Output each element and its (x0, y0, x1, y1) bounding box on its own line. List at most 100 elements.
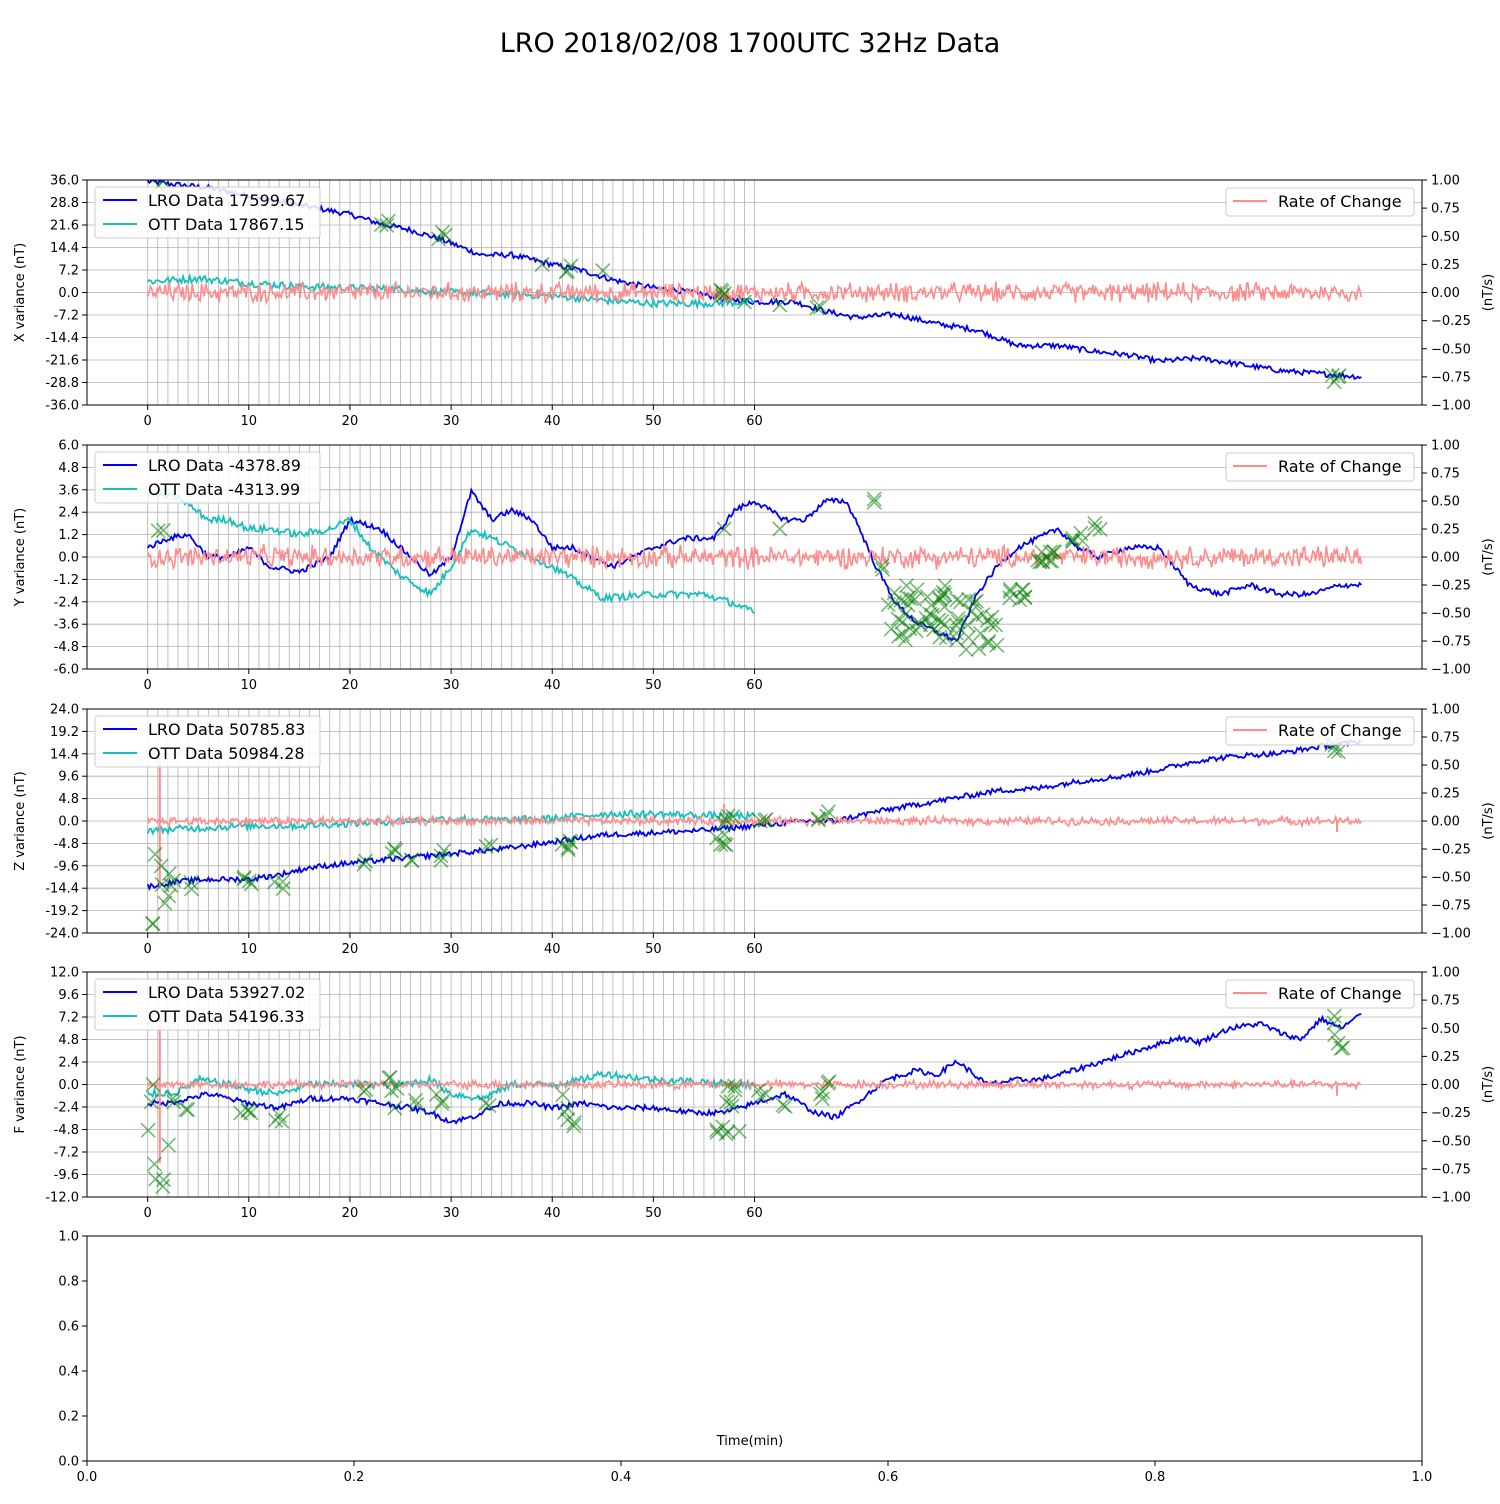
x-tick-label: 50 (645, 942, 662, 957)
anomaly-marker (727, 1078, 743, 1094)
y-tick-label: -14.4 (45, 331, 79, 346)
y-tick-label: 7.2 (58, 264, 79, 279)
anomaly-marker (1064, 532, 1080, 549)
ott-data-line (147, 272, 755, 311)
legend-box (94, 451, 321, 504)
anomaly-marker (409, 1097, 425, 1113)
anomaly-marker (814, 1091, 830, 1107)
x-tick-label: 1.0 (1412, 1470, 1433, 1485)
y-tick-label: 0.0 (58, 551, 79, 566)
y-tick-label: 14.4 (50, 747, 79, 762)
plot-area (146, 487, 1363, 658)
y2-tick-label: 0.50 (1431, 1022, 1460, 1037)
x-tick-label: 40 (544, 414, 561, 429)
anomaly-marker (772, 521, 788, 537)
anomaly-marker (875, 561, 891, 577)
anomaly-marker (407, 1092, 424, 1109)
anomaly-marker (178, 1101, 194, 1117)
anomaly-marker (894, 614, 910, 630)
anomaly-marker (1087, 520, 1103, 536)
anomaly-marker (809, 300, 825, 316)
x-tick-label: 40 (544, 942, 561, 957)
y-axis-label: Y variance (nT) (13, 508, 28, 608)
y-tick-label: -19.2 (45, 904, 79, 919)
anomaly-marker (775, 1097, 791, 1113)
x-tick-label: 60 (746, 1206, 763, 1221)
anomaly-marker (890, 611, 906, 627)
anomaly-marker (975, 606, 991, 623)
anomaly-marker (236, 869, 252, 885)
axes-frame (86, 1235, 1423, 1462)
anomaly-marker (437, 227, 453, 243)
anomaly-marker (1333, 1040, 1349, 1056)
anomaly-marker (1326, 374, 1342, 390)
anomaly-marker (950, 610, 966, 627)
anomaly-marker (932, 629, 948, 645)
x-tick-label: 10 (241, 678, 258, 693)
y2-tick-label: 0.00 (1431, 551, 1460, 566)
y-tick-label: 0.0 (58, 286, 79, 301)
legend-box (94, 186, 321, 239)
x-tick-label: 0 (144, 414, 152, 429)
anomaly-marker (478, 1095, 494, 1111)
legend-label: OTT Data 17867.15 (148, 215, 305, 234)
y-tick-label: -24.0 (45, 927, 79, 942)
y2-tick-label: 0.75 (1431, 994, 1460, 1009)
anomaly-marker (147, 846, 163, 862)
x-tick-label: 0.8 (1145, 1470, 1166, 1485)
anomaly-marker (936, 617, 952, 633)
y2-axis-label: (nT/s) (1481, 802, 1496, 839)
x-tick-label: 20 (342, 414, 359, 429)
anomaly-marker (379, 217, 395, 234)
y-tick-label: -2.4 (54, 595, 79, 610)
anomaly-marker (555, 1087, 571, 1103)
x-tick-label: 10 (241, 414, 258, 429)
anomaly-marker (145, 1077, 161, 1093)
figure-title: LRO 2018/02/08 1700UTC 32Hz Data (500, 28, 1001, 59)
anomaly-marker (1326, 1015, 1342, 1031)
y-axis-label: F variance (nT) (13, 1035, 28, 1133)
anomaly-marker (980, 635, 996, 651)
anomaly-marker (989, 637, 1005, 653)
y-tick-label: -3.6 (54, 618, 79, 633)
anomaly-marker (709, 1122, 725, 1138)
anomaly-marker (820, 804, 836, 820)
y2-tick-label: 0.25 (1431, 1050, 1460, 1065)
anomaly-marker (382, 1069, 398, 1085)
legend-left: LRO Data -4378.89 OTT Data -4313.99 (94, 451, 321, 504)
ott-data-line (146, 489, 755, 614)
anomaly-marker (165, 1090, 181, 1106)
rate-of-change-line (146, 813, 1362, 829)
rate-of-change-line (146, 279, 1363, 306)
y-tick-label: 28.8 (50, 196, 79, 211)
y-tick-label: 0.4 (58, 1365, 79, 1380)
x-tick-label: 50 (645, 1206, 662, 1221)
anomaly-marker (1002, 590, 1018, 606)
anomaly-marker (358, 1082, 374, 1098)
legend-box (1225, 187, 1415, 217)
y2-tick-label: −0.50 (1431, 342, 1471, 357)
y2-tick-label: −0.25 (1431, 579, 1471, 594)
anomaly-marker (434, 1096, 450, 1112)
anomaly-marker (1087, 515, 1103, 531)
anomaly-marker (812, 1086, 828, 1102)
anomaly-marker (560, 842, 576, 858)
anomaly-marker (274, 1113, 290, 1129)
x-tick-label: 20 (342, 1206, 359, 1221)
legend-right: Rate of Change (1225, 187, 1415, 217)
legend-label: LRO Data 50785.83 (148, 720, 305, 739)
anomaly-marker (948, 625, 964, 641)
y-tick-label: 21.6 (50, 219, 79, 234)
y-tick-label: 1.0 (58, 1230, 79, 1245)
anomaly-marker (356, 856, 372, 872)
legend-label: LRO Data 17599.67 (148, 191, 305, 210)
y-tick-label: 14.4 (50, 241, 79, 256)
anomaly-marker (818, 808, 835, 824)
anomaly-marker (150, 523, 166, 539)
panel-1: 36.0 28.8 21.6 14.4 7.2 0.0 -7.2 -14.4 -21.6 -28.… (13, 174, 1496, 430)
lro-data-line (147, 180, 1362, 381)
anomaly-marker (534, 256, 550, 272)
anomaly-marker (919, 589, 936, 605)
x-tick-label: 30 (443, 414, 460, 429)
y2-tick-label: 0.75 (1431, 731, 1460, 746)
